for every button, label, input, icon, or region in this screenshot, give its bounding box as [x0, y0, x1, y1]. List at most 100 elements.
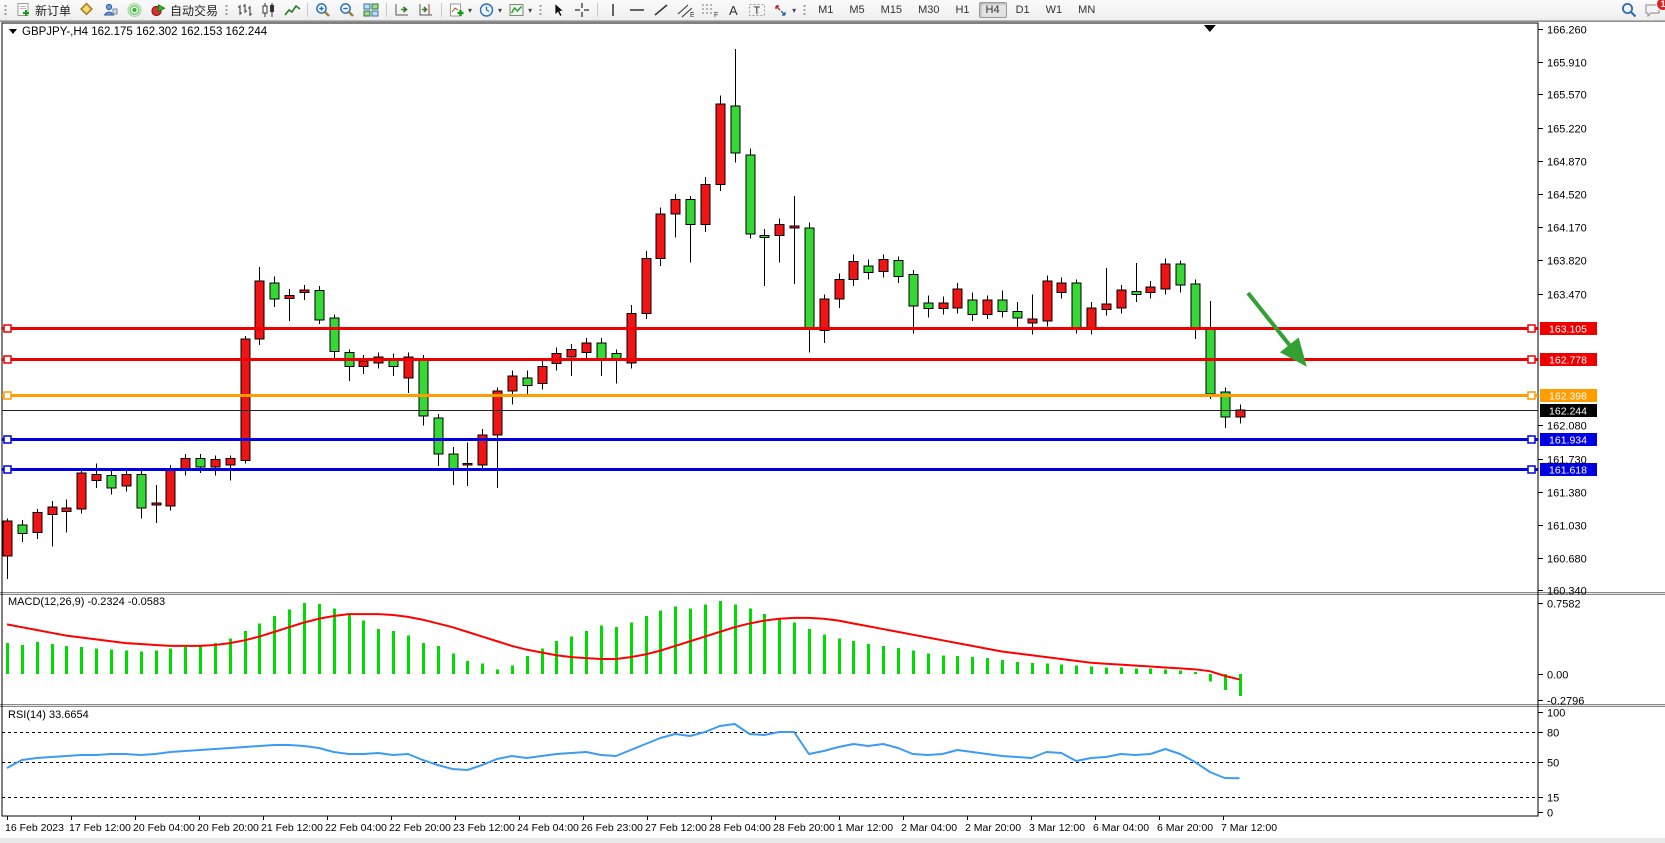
price-tick-label: 160.340 — [1547, 585, 1587, 597]
toolbar-separator — [441, 3, 443, 17]
candle-bearish — [923, 302, 934, 310]
navigator-button[interactable] — [98, 1, 122, 19]
candle-bearish — [418, 358, 429, 417]
candlestick-chart-icon — [259, 2, 277, 18]
timeframe-button-m1[interactable]: M1 — [818, 4, 834, 16]
vertical-line-button[interactable] — [601, 1, 625, 19]
symbol-ohlc-label[interactable]: GBPJPY-,H4 162.175 162.302 162.153 162.2… — [9, 26, 268, 38]
timeframe-button-h4[interactable]: H4 — [978, 2, 1007, 18]
macd-signal-line — [6, 613, 1240, 681]
line-chart-button[interactable] — [280, 1, 304, 19]
candle-bullish — [47, 506, 58, 515]
price-axis[interactable]: 166.260 165.910 165.570 165.220 164.870 164.5… — [1538, 24, 1587, 597]
price-tick-label: 161.030 — [1547, 520, 1587, 532]
horizontal-line-button[interactable] — [625, 1, 649, 19]
date-tick-label: 28 Feb 20:00 — [773, 822, 835, 834]
text-button[interactable]: A — [721, 1, 745, 19]
crosshair-icon — [573, 2, 591, 18]
line-handle — [1527, 324, 1536, 333]
candle-bullish — [1027, 318, 1038, 324]
chat-button[interactable]: 1 — [1641, 0, 1665, 19]
line-handle — [1527, 355, 1536, 364]
toolbar-grip — [224, 3, 230, 17]
level-price-label: 162.398 — [1549, 390, 1587, 402]
chart-shift-button[interactable] — [414, 1, 438, 19]
time-axis[interactable]: 16 Feb 2023 17 Feb 12:00 20 Feb 04:00 20 Fe… — [5, 816, 1277, 834]
new-order-button[interactable]: 新订单 — [11, 1, 74, 19]
zoom-out-button[interactable] — [335, 1, 359, 19]
timeframe-button-d1[interactable]: D1 — [1015, 4, 1030, 16]
arrows-button[interactable]: ▾ — [769, 1, 799, 19]
date-tick-label: 20 Feb 20:00 — [197, 822, 259, 834]
trendline-button[interactable] — [649, 1, 673, 19]
search-icon — [1620, 2, 1638, 18]
search-button[interactable] — [1617, 1, 1641, 19]
auto-scroll-button[interactable] — [390, 1, 414, 19]
chevron-down-icon[interactable]: ▾ — [498, 5, 503, 15]
templates-button[interactable]: ▾ — [505, 1, 535, 19]
date-tick-label: 3 Mar 12:00 — [1029, 822, 1085, 834]
line-handle — [3, 391, 12, 400]
autotrading-button[interactable]: 自动交易 — [146, 1, 221, 19]
autotrading-icon — [149, 2, 167, 18]
price-tick-label: 165.220 — [1547, 123, 1587, 135]
candle-bearish — [1190, 283, 1201, 331]
signals-button[interactable] — [122, 1, 146, 19]
line-handle — [1527, 435, 1536, 444]
timeframe-button-m30[interactable]: M30 — [918, 4, 940, 16]
candle-bearish — [1071, 282, 1082, 330]
timeframe-button-m15[interactable]: M15 — [880, 4, 903, 16]
candle-bearish — [730, 105, 741, 154]
signals-icon — [125, 2, 143, 18]
toolbar-separator — [386, 3, 388, 17]
gbpjpy-h4-chart[interactable]: 163.105 162.778 162.398 161.934 161.618 162.2… — [0, 22, 1665, 838]
candle-bullish — [878, 258, 889, 273]
timeframe-button-mn[interactable]: MN — [1078, 4, 1096, 16]
trend-arrow-annotation[interactable] — [1246, 291, 1307, 367]
fibonacci-button[interactable]: F — [697, 1, 721, 19]
price-tick-label: 165.570 — [1547, 89, 1587, 101]
bar-chart-button[interactable] — [232, 1, 256, 19]
chevron-down-icon[interactable]: ▾ — [468, 5, 473, 15]
candle-bullish — [210, 458, 221, 468]
market-watch-button[interactable] — [74, 1, 98, 19]
candle-bullish — [477, 434, 488, 466]
zoom-in-button[interactable] — [311, 1, 335, 19]
candlestick-chart-button[interactable] — [256, 1, 280, 19]
indicators-button[interactable]: ▾ — [445, 1, 475, 19]
level-price-label: 163.105 — [1549, 323, 1587, 335]
templates-icon — [508, 2, 526, 18]
chevron-down-icon[interactable]: ▾ — [792, 5, 797, 15]
candle-bullish — [151, 502, 162, 506]
indicators-icon — [448, 2, 466, 18]
candle-bullish — [254, 280, 265, 340]
periods-button[interactable]: ▾ — [475, 1, 505, 19]
candle-bearish — [804, 227, 815, 330]
chevron-down-icon[interactable]: ▾ — [528, 5, 533, 15]
candle-bearish — [1012, 311, 1023, 319]
date-tick-label: 27 Feb 12:00 — [645, 822, 707, 834]
timeframe-button-m5[interactable]: M5 — [849, 4, 865, 16]
equidistant-channel-button[interactable]: E — [673, 1, 697, 19]
tile-windows-button[interactable] — [359, 1, 383, 19]
candle-bullish — [834, 278, 845, 300]
line-handle — [3, 435, 12, 444]
timeframe-button-w1[interactable]: W1 — [1045, 4, 1063, 16]
candle-bullish — [1042, 280, 1053, 322]
toolbar-separator — [597, 3, 599, 17]
line-handle — [1527, 465, 1536, 474]
level-price-label: 161.934 — [1549, 434, 1587, 446]
macd-tick-label: -0.2796 — [1547, 695, 1584, 707]
candle-bullish — [848, 260, 859, 280]
timeframe-button-h1[interactable]: H1 — [955, 4, 970, 16]
price-tick-label: 164.170 — [1547, 222, 1587, 234]
candle-bearish — [1220, 391, 1231, 418]
crosshair-button[interactable] — [570, 1, 594, 19]
candle-bullish — [789, 225, 800, 229]
chart-window[interactable]: 163.105 162.778 162.398 161.934 161.618 162.2… — [0, 21, 1665, 838]
text-label-button[interactable]: T — [745, 1, 769, 19]
candle-bullish — [121, 474, 132, 487]
cursor-button[interactable] — [546, 1, 570, 19]
price-label-box — [1540, 322, 1597, 335]
